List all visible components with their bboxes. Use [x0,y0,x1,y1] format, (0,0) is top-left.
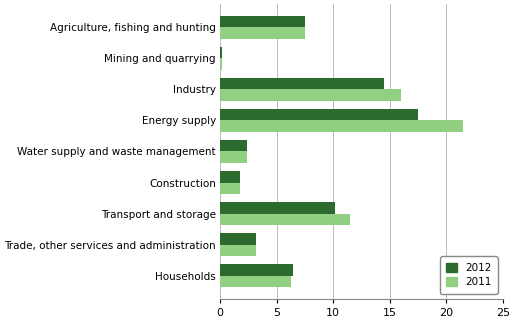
Bar [220,27,305,39]
Bar [220,171,241,183]
Bar [220,109,418,120]
Bar [220,244,256,256]
Bar [220,140,247,151]
Bar [220,90,401,101]
Bar [220,202,335,213]
Bar [220,264,293,276]
Bar [220,233,256,244]
Bar [220,16,305,27]
Bar [220,213,350,225]
Bar [220,47,222,58]
Bar [220,276,291,287]
Bar [220,183,241,194]
Bar [220,120,463,132]
Legend: 2012, 2011: 2012, 2011 [440,256,498,294]
Bar [220,151,247,163]
Bar [220,78,384,90]
Bar [220,58,222,70]
